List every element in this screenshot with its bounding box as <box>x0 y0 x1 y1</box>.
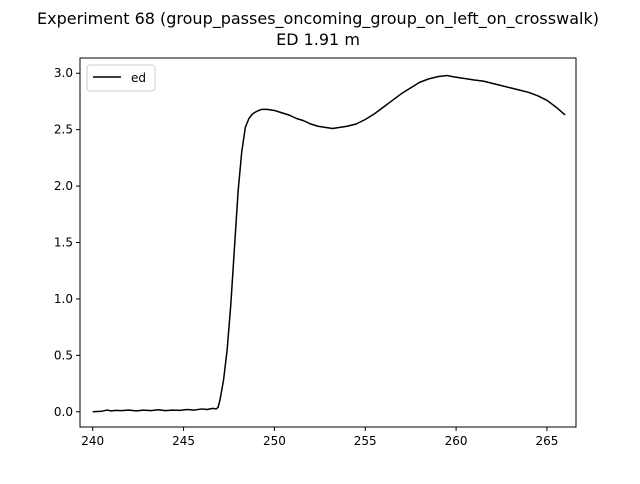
x-tick-label: 260 <box>445 434 468 448</box>
y-tick-label: 0.0 <box>54 405 73 419</box>
y-tick-label: 1.0 <box>54 292 73 306</box>
legend-label-ed: ed <box>131 71 146 85</box>
y-tick-label: 2.0 <box>54 179 73 193</box>
y-tick-label: 3.0 <box>54 66 73 80</box>
legend-box <box>86 64 156 92</box>
x-tick-label: 265 <box>535 434 558 448</box>
legend: ed <box>86 64 156 92</box>
x-tick-label: 245 <box>172 434 195 448</box>
y-tick-label: 1.5 <box>54 236 73 250</box>
chart-subtitle: ED 1.91 m <box>276 30 360 49</box>
y-axis: 0.0 0.5 1.0 1.5 2.0 2.5 3.0 <box>54 66 80 419</box>
series-line-ed <box>92 74 566 413</box>
x-tick-label: 255 <box>354 434 377 448</box>
x-axis: 240 245 250 255 260 265 <box>81 427 558 448</box>
y-tick-label: 0.5 <box>54 348 73 362</box>
y-tick-label: 2.5 <box>54 123 73 137</box>
x-tick-label: 240 <box>81 434 104 448</box>
x-tick-label: 250 <box>263 434 286 448</box>
plot-area-frame <box>79 57 577 428</box>
series-layer <box>92 74 566 413</box>
chart-title: Experiment 68 (group_passes_oncoming_gro… <box>37 9 599 29</box>
